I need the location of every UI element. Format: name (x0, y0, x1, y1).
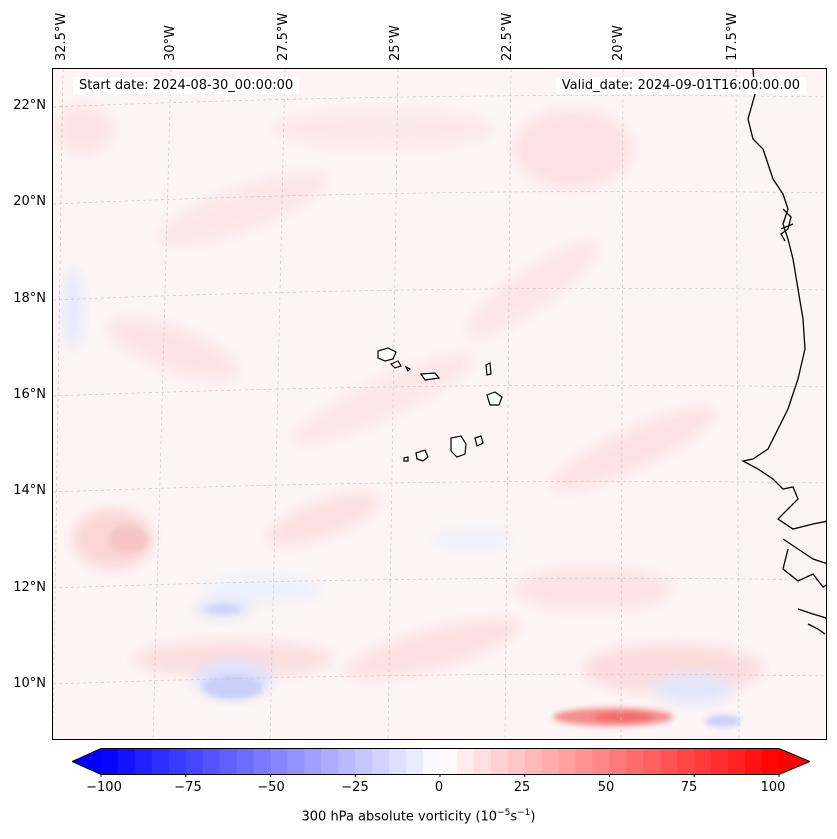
lat-label-14n: 14°N (13, 483, 46, 498)
lat-label-16n: 16°N (13, 387, 46, 402)
map-panel[interactable]: Start date: 2024-08-30_00:00:00 Valid_da… (52, 68, 827, 740)
colorbar-tick: 100 (760, 780, 786, 795)
colorbar-segment (304, 748, 322, 775)
coastline (741, 69, 826, 635)
lat-label-10n: 10°N (13, 676, 46, 691)
colorbar-segment (745, 748, 763, 775)
colorbar-segment (321, 748, 339, 775)
colorbar-tick: 50 (597, 780, 615, 795)
lat-label-12n: 12°N (13, 580, 46, 595)
lat-label-20n: 20°N (13, 194, 46, 209)
colorbar-segment (677, 748, 695, 775)
colorbar-segment (202, 748, 221, 775)
lat-label-22n: 22°N (13, 98, 46, 113)
vorticity-field (53, 69, 826, 739)
vorticity-patches (53, 104, 763, 704)
colorbar-segment (643, 748, 661, 775)
vorticity-cores (108, 525, 741, 727)
colorbar-segment (507, 748, 526, 775)
colorbar-tick: −25 (341, 780, 369, 795)
colorbar-segment (423, 748, 441, 775)
lon-label-7: 17.5°W (725, 12, 740, 61)
colorbar-segment (711, 748, 729, 775)
lon-label-4: 25°W (388, 25, 403, 61)
lon-label-6: 20°W (611, 25, 626, 61)
colorbar-segment (151, 748, 170, 775)
colorbar-segment (389, 748, 407, 775)
colorbar-segment (609, 748, 628, 775)
colorbar-segment (168, 748, 187, 775)
colorbar-segment (440, 748, 458, 775)
colorbar-segment (728, 748, 746, 775)
colorbar-extend-max (779, 748, 810, 775)
colorbar-segment (406, 748, 424, 775)
lon-label-2: 30°W (163, 25, 178, 61)
start-date-label: Start date: 2024-08-30_00:00:00 (73, 77, 300, 94)
colorbar-segment (626, 748, 644, 775)
valid-date-label: Valid_date: 2024-09-01T16:00:00.00 (555, 77, 806, 94)
lon-label-1: 32.5°W (54, 12, 69, 61)
colorbar-segment (490, 748, 509, 775)
colorbar-segment (117, 748, 136, 775)
colorbar-segment (456, 748, 475, 775)
colorbar-tick: −100 (86, 780, 122, 795)
islands (377, 347, 503, 462)
colorbar-segment (541, 748, 560, 775)
colorbar-tick: 0 (434, 780, 444, 795)
colorbar-tick: −75 (174, 780, 202, 795)
colorbar-segment (694, 748, 712, 775)
colorbar-tick: −50 (257, 780, 285, 795)
colorbar-segment (762, 748, 780, 775)
colorbar-tick: 25 (513, 780, 531, 795)
colorbar-segment (473, 748, 492, 775)
colorbar-segment (101, 748, 119, 775)
colorbar-segment (185, 748, 204, 775)
colorbar-segment (592, 748, 611, 775)
colorbar-segment (524, 748, 543, 775)
lat-label-18n: 18°N (13, 291, 46, 306)
colorbar-extend-min (72, 748, 101, 775)
lon-label-3: 27.5°W (276, 12, 291, 61)
colorbar-segment (372, 748, 390, 775)
lon-label-5: 22.5°W (500, 12, 515, 61)
colorbar-segment (253, 748, 272, 775)
colorbar-segment (287, 748, 305, 775)
colorbar-segment (660, 748, 678, 775)
colorbar-segment (236, 748, 255, 775)
colorbar-segment (338, 748, 356, 775)
colorbar-segment (355, 748, 373, 775)
colorbar-label: 300 hPa absolute vorticity (10−5s−1) (301, 808, 536, 825)
colorbar-segment (134, 748, 153, 775)
colorbar-tick: 75 (680, 780, 698, 795)
colorbar (72, 748, 810, 777)
colorbar-segment (575, 748, 594, 775)
colorbar-segment (270, 748, 289, 775)
graticule (53, 69, 826, 739)
colorbar-segment (558, 748, 577, 775)
colorbar-segment (219, 748, 238, 775)
